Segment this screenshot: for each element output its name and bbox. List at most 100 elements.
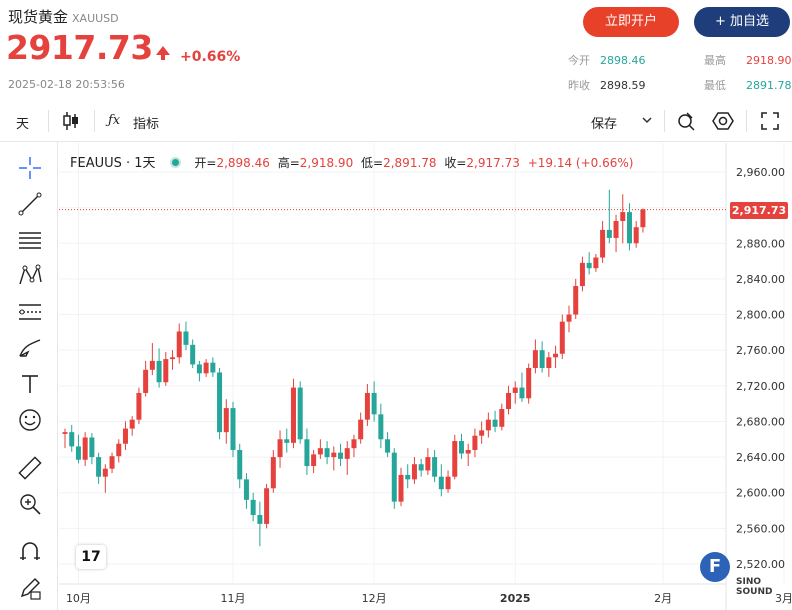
legend-close: 2,917.73 <box>466 156 520 170</box>
horizontal-lines-icon[interactable] <box>16 226 44 254</box>
candle-body <box>297 387 303 440</box>
candle-body <box>217 372 223 433</box>
candle-body <box>69 432 75 447</box>
y-tick-label: 2,520.00 <box>736 558 785 571</box>
emoji-icon[interactable] <box>16 406 44 434</box>
watermark-text: SINO SOUND <box>736 577 773 597</box>
candle-body <box>237 449 243 480</box>
candle-body <box>458 441 464 454</box>
lock-pencil-icon[interactable] <box>16 574 44 602</box>
candle-body <box>156 360 162 383</box>
zoom-in-icon[interactable] <box>16 490 44 518</box>
candle-body <box>499 408 505 427</box>
candle-body <box>593 257 599 269</box>
fullscreen-icon[interactable] <box>760 111 780 135</box>
y-tick-label: 2,640.00 <box>736 451 785 464</box>
y-tick-label: 2,800.00 <box>736 309 785 322</box>
save-button[interactable]: 保存 <box>591 117 618 132</box>
y-tick-label: 2,680.00 <box>736 415 785 428</box>
candle-body <box>250 499 256 515</box>
instrument-title: 现货黄金 XAUUSD <box>8 6 119 27</box>
legend-change: +19.14 (+0.66%) <box>527 156 634 170</box>
drawing-toolbar <box>0 142 58 610</box>
candle-body <box>620 212 626 221</box>
candle-body <box>338 452 344 459</box>
candle-body <box>129 419 135 429</box>
candle-body <box>324 448 330 458</box>
legend-instrument: FEAUUS · 1天 <box>70 156 156 171</box>
y-tick-label: 2,880.00 <box>736 237 785 250</box>
add-watchlist-button[interactable]: + 加自选 <box>694 7 790 37</box>
candle-body <box>203 362 209 374</box>
quick-search-icon[interactable] <box>676 110 698 136</box>
candle-body <box>364 392 370 420</box>
candle-body <box>351 439 357 449</box>
candle-body <box>479 430 485 436</box>
timestamp: 2025-02-18 20:53:56 <box>8 78 125 91</box>
ruler-icon[interactable] <box>16 454 44 482</box>
candle-body <box>606 229 612 238</box>
visibility-eye-icon[interactable] <box>169 157 181 168</box>
candle-body <box>358 419 364 440</box>
x-tick-label: 2月 <box>654 592 672 605</box>
stat-prev-close: 昨收 2898.59 <box>568 79 646 92</box>
pattern-icon[interactable] <box>16 262 44 290</box>
candle-body <box>122 428 128 444</box>
candle-body <box>445 476 451 490</box>
stat-open: 今开 2898.46 <box>568 54 646 67</box>
legend-high: 2,918.90 <box>299 156 354 170</box>
candle-body <box>492 419 498 427</box>
brush-icon[interactable] <box>16 334 44 362</box>
candle-body <box>553 353 559 358</box>
candle-body <box>243 479 249 500</box>
x-tick-label: 11月 <box>221 592 246 605</box>
candle-body <box>277 439 283 458</box>
trendline-icon[interactable] <box>16 190 44 218</box>
candle-body <box>425 457 431 471</box>
candle-body <box>472 435 478 450</box>
change-percent: +0.66% <box>180 49 241 65</box>
candle-body <box>290 387 296 443</box>
candle-body <box>579 262 585 287</box>
fx-icon[interactable]: ƒx <box>108 113 121 128</box>
tradingview-logo: 17 <box>76 545 106 569</box>
up-arrow-icon <box>156 46 170 60</box>
y-tick-label: 2,840.00 <box>736 273 785 286</box>
candle-body <box>170 357 176 360</box>
magnet-icon[interactable] <box>16 538 44 566</box>
candle-body <box>163 359 169 383</box>
candle-body <box>311 454 317 466</box>
candle-body <box>190 344 196 365</box>
chevron-down-icon[interactable] <box>641 114 653 129</box>
candle-body <box>96 457 102 477</box>
candle-body <box>559 321 565 354</box>
interval-button[interactable]: 天 <box>16 117 30 132</box>
x-tick-label: 12月 <box>362 592 387 605</box>
candle-body <box>546 357 552 368</box>
candle-body <box>264 488 270 524</box>
candle-body <box>452 441 458 477</box>
candle-body <box>116 443 122 457</box>
candle-body <box>519 387 525 399</box>
indicators-button[interactable]: 指标 <box>133 117 160 132</box>
candlestick-chart[interactable]: 2,960.002,920.002,880.002,840.002,800.00… <box>59 143 792 610</box>
candle-body <box>385 439 391 453</box>
candle-body <box>109 456 115 469</box>
text-icon[interactable] <box>16 370 44 398</box>
fib-levels-icon[interactable] <box>16 298 44 326</box>
candle-body <box>62 432 68 434</box>
candles-icon[interactable] <box>62 111 80 135</box>
candle-body <box>418 464 424 471</box>
settings-gear-icon[interactable] <box>712 110 734 136</box>
candle-body <box>432 457 438 477</box>
candle-body <box>183 331 189 345</box>
chart-toolbar: 天 ƒx 指标 保存 <box>0 100 792 142</box>
x-tick-label: 10月 <box>66 592 91 605</box>
stat-low: 最低 2891.78 <box>704 79 792 92</box>
candle-body <box>176 331 182 358</box>
candle-body <box>512 387 518 393</box>
current-price: 2917.73 <box>6 28 153 67</box>
candle-body <box>506 392 512 409</box>
open-account-button[interactable]: 立即开户 <box>583 7 679 37</box>
crosshair-icon[interactable] <box>16 154 44 182</box>
